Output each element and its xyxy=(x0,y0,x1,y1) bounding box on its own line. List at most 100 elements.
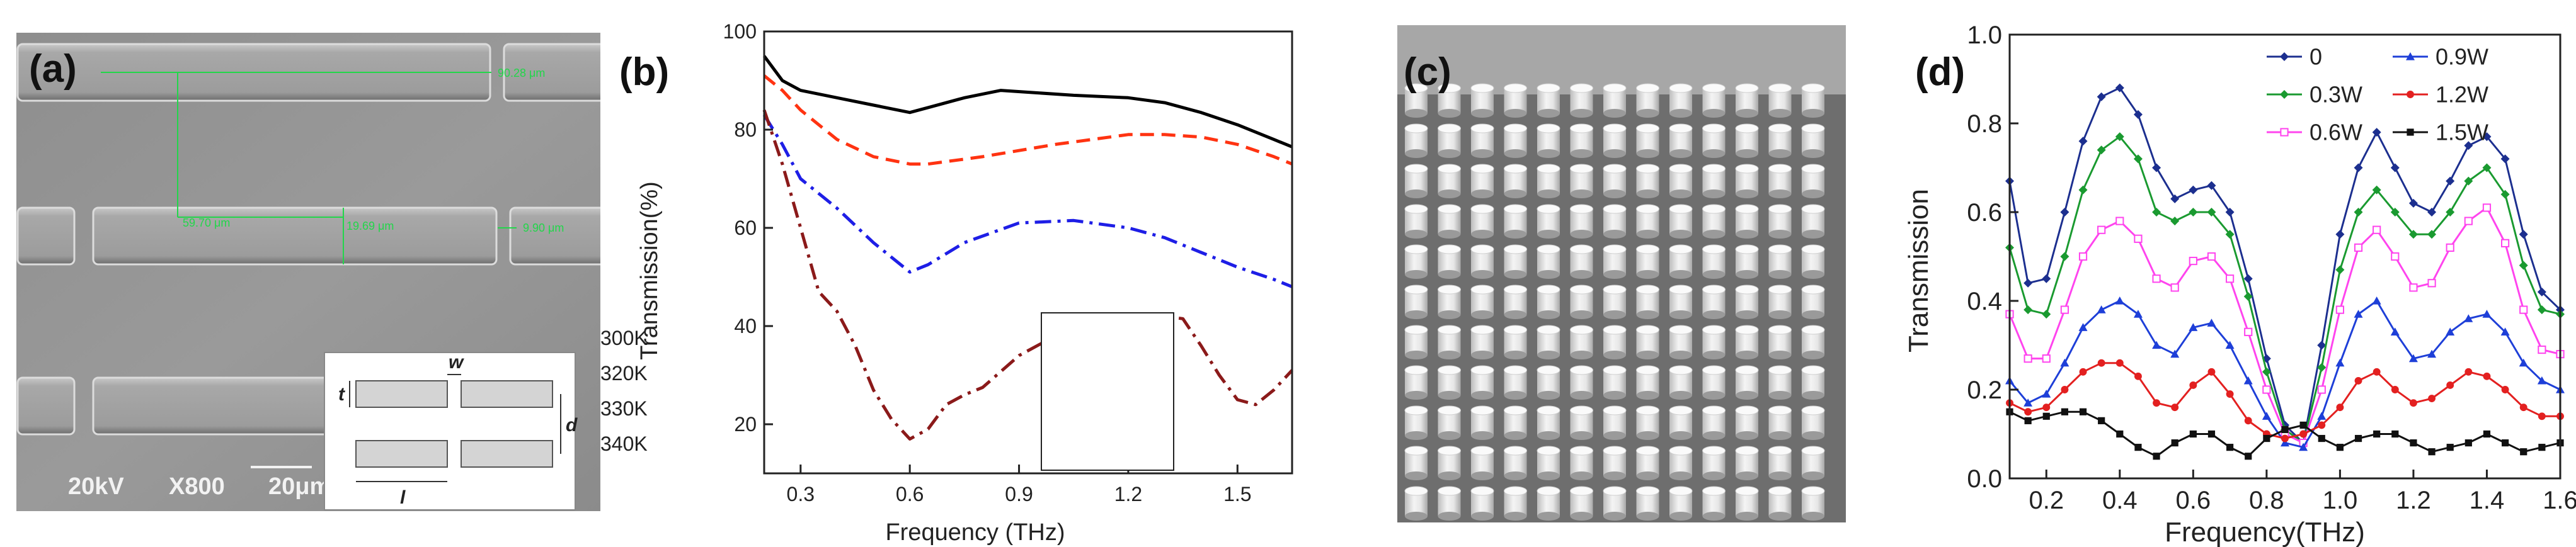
pillar-base xyxy=(1702,230,1726,239)
pillar-top xyxy=(1636,405,1659,415)
data-point xyxy=(2391,252,2400,261)
pillar-base xyxy=(1669,431,1692,440)
pillar-top xyxy=(1702,325,1726,335)
data-point xyxy=(2318,421,2326,429)
y-axis-label: Transmission xyxy=(1903,189,1934,352)
pillar-base xyxy=(1471,189,1494,198)
sem-image-a: 90.28 μm 59.70 μm 19.69 μm 9.90 μm 20kV … xyxy=(16,33,640,511)
pillar-top xyxy=(1537,325,1560,335)
y-tick-label: 80 xyxy=(734,118,757,141)
pillar-top xyxy=(1570,164,1593,174)
pillar-base xyxy=(1669,109,1692,118)
pillar-top xyxy=(1735,244,1759,254)
pillar-base xyxy=(1405,109,1428,118)
pillar-top xyxy=(1801,446,1825,456)
pillar-base xyxy=(1405,149,1428,158)
pillar-base xyxy=(1537,431,1560,440)
data-point xyxy=(2280,52,2289,61)
pillar-base xyxy=(1504,109,1527,118)
pillar-top xyxy=(1768,405,1792,415)
data-point xyxy=(2133,110,2143,119)
series-markers-0.6W xyxy=(2005,203,2565,448)
data-point xyxy=(2078,137,2088,146)
pillar-base xyxy=(1570,391,1593,400)
pillar-base xyxy=(1471,471,1494,480)
pillar-base xyxy=(1768,431,1792,440)
pillar-base xyxy=(1603,270,1626,279)
pillar-top xyxy=(1404,164,1428,174)
sem-image-c: (c) xyxy=(1397,25,1846,522)
pillar-base xyxy=(1405,431,1428,440)
pillar-top xyxy=(1504,486,1527,496)
pillar-base xyxy=(1570,109,1593,118)
data-point xyxy=(2537,376,2546,385)
data-point xyxy=(2538,345,2546,354)
x-tick-label: 1.2 xyxy=(2396,487,2431,514)
pillar-base xyxy=(1736,512,1758,521)
pillar-top xyxy=(1470,204,1494,214)
pillar-top xyxy=(1735,486,1759,496)
data-point xyxy=(2281,438,2289,447)
pillar-base xyxy=(1636,189,1659,198)
data-point xyxy=(2317,412,2327,420)
data-point xyxy=(2245,453,2252,460)
data-point xyxy=(2390,327,2400,336)
data-point xyxy=(2024,278,2033,288)
pillar-base xyxy=(1736,431,1758,440)
data-point xyxy=(2446,208,2455,217)
data-point xyxy=(2336,444,2344,451)
inset-w-label: w xyxy=(449,352,464,373)
data-point xyxy=(2373,430,2381,438)
data-point xyxy=(2483,430,2491,438)
pillar-base xyxy=(1504,431,1527,440)
data-point xyxy=(2170,217,2180,226)
data-point xyxy=(2189,323,2198,331)
data-point xyxy=(2042,403,2051,412)
data-point xyxy=(2262,367,2271,376)
data-point xyxy=(2244,417,2252,425)
pillar-top xyxy=(1735,204,1759,214)
legend-label: 0.9W xyxy=(2436,44,2488,70)
data-point xyxy=(2354,243,2363,252)
pillar-top xyxy=(1636,83,1659,93)
data-point xyxy=(2115,83,2124,93)
data-point xyxy=(2024,408,2032,416)
pillar-top xyxy=(1470,164,1494,174)
data-point xyxy=(2500,189,2510,199)
x-tick-label: 0.4 xyxy=(2102,487,2138,514)
plot-frame xyxy=(763,30,1293,475)
x-tick-label: 0.9 xyxy=(1005,483,1033,505)
data-point xyxy=(2500,154,2510,164)
data-point xyxy=(2519,305,2528,314)
data-point xyxy=(2042,412,2050,420)
data-point xyxy=(2207,181,2216,190)
metal-bar xyxy=(16,376,76,436)
legend-label: 0 xyxy=(2310,44,2322,70)
data-point xyxy=(2116,430,2124,438)
pillar-top xyxy=(1603,123,1627,133)
pillar-top xyxy=(1801,164,1825,174)
data-point xyxy=(2519,230,2528,239)
pillar-top xyxy=(1603,486,1627,496)
data-point xyxy=(2408,354,2418,363)
data-point xyxy=(2024,398,2033,407)
data-point xyxy=(2482,203,2492,212)
pillar-top xyxy=(1636,325,1659,335)
pillar-top xyxy=(1570,244,1593,254)
data-point xyxy=(2299,443,2308,451)
x-tick-label: 1.5 xyxy=(1223,483,1251,505)
pillar-base xyxy=(1603,310,1626,319)
data-point xyxy=(2428,395,2436,403)
pillar-base xyxy=(1405,351,1428,359)
data-point xyxy=(2464,314,2473,322)
pillar-top xyxy=(1702,244,1726,254)
pillar-top xyxy=(1603,405,1627,415)
data-point xyxy=(2372,296,2381,305)
pillar-base xyxy=(1405,391,1428,400)
data-point xyxy=(2060,252,2069,261)
pillar-top xyxy=(1470,244,1494,254)
pillar-top xyxy=(1404,325,1428,335)
data-point xyxy=(2446,243,2454,252)
data-point xyxy=(2226,274,2235,283)
data-point xyxy=(2243,376,2253,385)
